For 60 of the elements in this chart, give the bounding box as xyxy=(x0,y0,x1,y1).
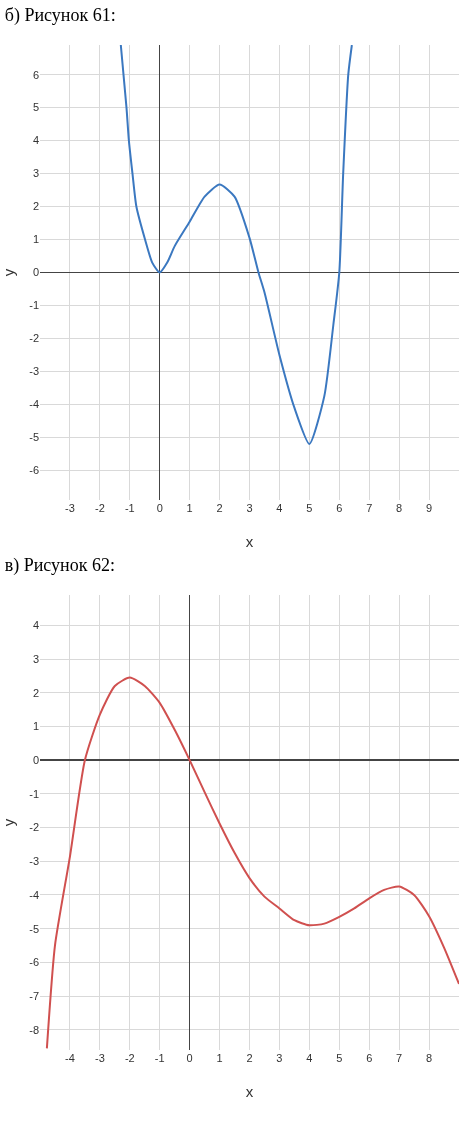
x-tick-label: 1 xyxy=(186,502,193,514)
x-tick-label: -1 xyxy=(124,502,135,514)
y-tick-label: 2 xyxy=(32,686,39,699)
x-tick-label: -1 xyxy=(154,1052,165,1064)
y-tick-label: -4 xyxy=(29,398,39,411)
y-tick-label: -4 xyxy=(29,888,39,901)
x-tick-label: 3 xyxy=(246,502,253,514)
x-tick-label: 6 xyxy=(336,502,343,514)
x-axis-title: x xyxy=(245,1083,254,1100)
x-tick-label: -3 xyxy=(94,1052,105,1064)
y-tick-label: 4 xyxy=(32,134,39,147)
x-axis-title: x xyxy=(245,533,254,550)
chart-title: б) Рисунок 61: xyxy=(4,4,116,26)
y-tick-label: -6 xyxy=(29,956,39,969)
x-tick-label: 2 xyxy=(246,1052,253,1064)
y-axis-title: y xyxy=(0,818,17,827)
x-tick-label: 0 xyxy=(156,502,163,514)
y-tick-label: 0 xyxy=(32,266,39,279)
x-tick-label: -2 xyxy=(124,1052,135,1064)
y-tick-label: 1 xyxy=(32,720,39,733)
y-tick-label: -6 xyxy=(29,464,39,477)
y-tick-label: -8 xyxy=(29,1023,39,1036)
x-tick-label: 5 xyxy=(306,502,313,514)
y-tick-label: -7 xyxy=(29,989,39,1002)
x-tick-label: 7 xyxy=(366,502,373,514)
y-tick-label: -1 xyxy=(29,299,39,312)
x-tick-label: -3 xyxy=(65,502,75,514)
y-axis-title: y xyxy=(0,268,17,277)
x-tick-label: 5 xyxy=(336,1052,343,1064)
x-tick-label: 8 xyxy=(396,502,403,514)
y-tick-label: -2 xyxy=(29,332,39,345)
x-tick-label: 8 xyxy=(426,1052,433,1064)
y-tick-label: -5 xyxy=(29,922,39,935)
y-tick-label: 0 xyxy=(32,754,39,766)
x-tick-label: -2 xyxy=(94,502,105,514)
chart-title: в) Рисунок 62: xyxy=(4,554,116,576)
x-tick-label: 1 xyxy=(216,1052,223,1064)
y-tick-label: 4 xyxy=(32,619,39,632)
y-tick-label: 6 xyxy=(32,68,39,81)
x-tick-label: 7 xyxy=(396,1052,403,1064)
x-tick-label: 4 xyxy=(306,1052,313,1064)
x-tick-label: 2 xyxy=(216,502,223,514)
y-tick-label: 5 xyxy=(32,101,39,114)
x-tick-label: 3 xyxy=(276,1052,283,1064)
y-tick-label: 3 xyxy=(32,167,39,180)
y-tick-label: 3 xyxy=(32,652,39,665)
x-tick-label: -4 xyxy=(65,1052,75,1064)
y-tick-label: 2 xyxy=(32,200,39,213)
y-tick-label: -3 xyxy=(29,855,39,868)
x-tick-label: 4 xyxy=(276,502,283,514)
x-tick-label: 9 xyxy=(426,502,433,514)
y-tick-label: -3 xyxy=(29,365,39,378)
y-tick-label: -5 xyxy=(29,431,39,444)
line-series xyxy=(119,45,353,445)
y-tick-label: 1 xyxy=(32,233,39,246)
x-tick-label: 0 xyxy=(186,1052,193,1064)
line-series xyxy=(45,676,459,1050)
x-tick-label: 6 xyxy=(366,1052,373,1064)
y-tick-label: -2 xyxy=(29,821,39,834)
y-tick-label: -1 xyxy=(29,787,39,800)
